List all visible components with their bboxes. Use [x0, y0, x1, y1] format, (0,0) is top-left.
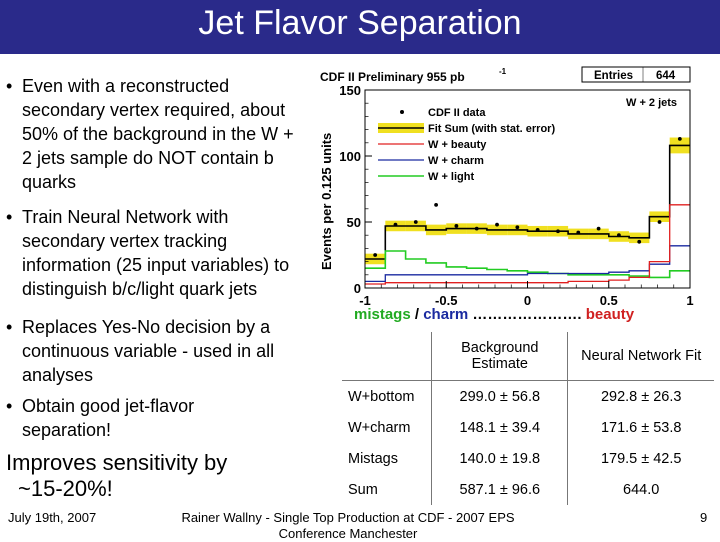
chart-subtitle: W + 2 jets	[626, 97, 677, 109]
x-label-charm: charm	[423, 306, 469, 323]
data-point	[637, 239, 642, 244]
data-points-layer	[373, 136, 682, 257]
results-table: Background Estimate Neural Network Fit W…	[342, 332, 714, 505]
footer-date: July 19th, 2007	[8, 510, 97, 525]
footer-center-line-1: Rainer Wallny - Single Top Production at…	[181, 510, 515, 525]
bullet-dot-icon: •	[6, 396, 13, 416]
table-cell: 644.0	[567, 474, 714, 505]
data-point	[373, 253, 378, 257]
data-point	[474, 226, 479, 231]
table-row: W+bottom 299.0 ± 56.8 292.8 ± 26.3	[342, 380, 714, 412]
stats-value: 644	[656, 70, 676, 82]
chart-title-superscript: -1	[499, 67, 507, 76]
axes-layer: -1 -0.5 0 0.5 1 0 50 100 150	[339, 83, 693, 308]
bullet-text: Train Neural Network with secondary vert…	[22, 207, 290, 299]
table-cell: 179.5 ± 42.5	[567, 443, 714, 474]
table-header-row: Background Estimate Neural Network Fit	[342, 332, 714, 381]
w-light-line	[365, 250, 690, 279]
legend-label: W + beauty	[428, 139, 487, 151]
x-label-slash: /	[410, 306, 424, 323]
footer-page-number: 9	[700, 510, 708, 525]
conclusion-line-1: Improves sensitivity by	[6, 450, 228, 475]
table-cell: 148.1 ± 39.4	[431, 412, 568, 443]
table-cell: 587.1 ± 96.6	[431, 474, 568, 505]
stats-label: Entries	[594, 70, 633, 82]
data-point	[393, 222, 398, 227]
y-tick-label: 0	[354, 281, 361, 296]
bullet-dot-icon: •	[6, 207, 13, 227]
data-point	[617, 233, 621, 238]
y-axis-label: Events per 0.125 units	[319, 133, 334, 270]
x-tick-label: 1	[686, 293, 693, 308]
data-point	[596, 226, 601, 231]
table-cell: Sum	[348, 481, 378, 498]
title-bar	[0, 0, 720, 54]
stats-box	[581, 66, 691, 83]
x-axis-label: mistags / charm …………………. beauty	[354, 306, 634, 323]
x-tick-label: 0	[524, 293, 531, 308]
table-cell: Mistags	[348, 450, 398, 467]
legend-label: CDF II data	[428, 107, 486, 119]
bullet-dot-icon: •	[6, 317, 13, 337]
y-tick-label: 50	[347, 215, 361, 230]
x-tick-label: -0.5	[435, 293, 457, 308]
table-row: Mistags 140.0 ± 19.8 179.5 ± 42.5	[342, 443, 714, 474]
fit-sum-line	[365, 144, 690, 260]
w-beauty-line	[365, 204, 690, 285]
legend-label: W + light	[428, 171, 474, 183]
data-point	[413, 220, 418, 224]
footer-center-line-2: Conference Manchester	[278, 526, 418, 541]
table-cell: 171.6 ± 53.8	[567, 412, 714, 443]
data-point	[576, 230, 581, 235]
conclusion: Improves sensitivity by ~15-20%!	[6, 450, 227, 502]
chart-title: CDF II Preliminary 955 pb	[320, 70, 465, 84]
data-point	[556, 229, 560, 234]
table-row: W+charm 148.1 ± 39.4 171.6 ± 53.8	[342, 412, 714, 443]
y-tick-label: 100	[339, 149, 361, 164]
data-point	[434, 202, 438, 207]
data-point	[495, 222, 499, 227]
legend: CDF II data Fit Sum (with stat. error) W +…	[378, 107, 555, 183]
data-point	[515, 225, 520, 230]
footer-center: Rainer Wallny - Single Top Production at…	[160, 510, 536, 542]
legend-label: Fit Sum (with stat. error)	[428, 123, 555, 135]
conclusion-line-2: ~15-20%!	[18, 476, 113, 501]
x-label-mistags: mistags	[354, 306, 411, 323]
data-point	[677, 136, 682, 141]
x-tick-label: 0.5	[600, 293, 618, 308]
table-header-cell: Neural Network Fit	[567, 332, 714, 381]
data-point	[454, 224, 459, 228]
chart: CDF II Preliminary 955 pb -1 Entries 644…	[310, 62, 710, 310]
table-cell: W+charm	[348, 419, 411, 436]
data-point	[657, 220, 662, 224]
series-lines-layer	[365, 204, 690, 285]
slide-title: Jet Flavor Separation	[198, 4, 522, 42]
table-header-cell: Background Estimate	[431, 332, 568, 381]
table-cell: W+bottom	[342, 380, 432, 412]
bullet-text: Replaces Yes-No decision by a continuous…	[22, 317, 275, 385]
bullet-dot-icon: •	[6, 76, 13, 96]
table-cell: 299.0 ± 56.8	[431, 380, 568, 412]
x-label-dots: ………………….	[468, 306, 582, 323]
table-row: Sum 587.1 ± 96.6 644.0	[342, 474, 714, 505]
table-cell: 292.8 ± 26.3	[567, 380, 714, 412]
x-tick-label: -1	[359, 293, 371, 308]
bullet-text: Obtain good jet-flavor separation!	[22, 396, 195, 440]
legend-label: W + charm	[428, 155, 484, 167]
legend-data-marker	[400, 110, 404, 114]
data-point	[535, 228, 540, 232]
table-header-cell	[342, 332, 432, 381]
bullet-text: Even with a reconstructed secondary vert…	[22, 76, 294, 192]
table-cell: 140.0 ± 19.8	[431, 443, 568, 474]
x-label-beauty: beauty	[581, 306, 635, 323]
y-tick-label: 150	[339, 83, 361, 98]
